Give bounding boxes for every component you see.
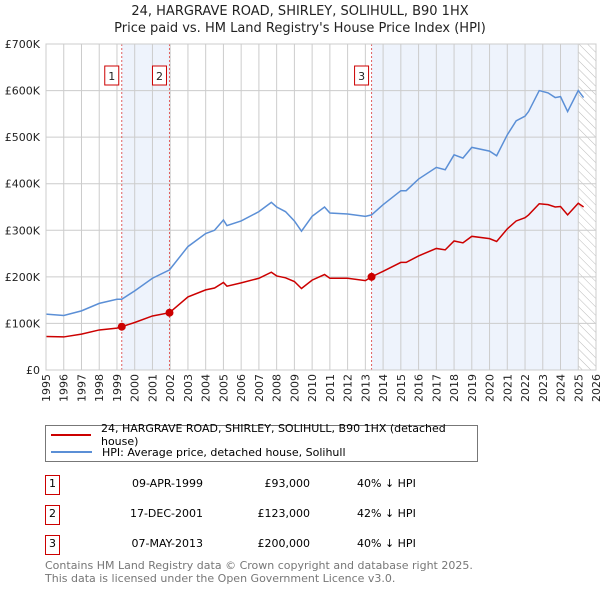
x-tick-label: 2012 (342, 374, 355, 402)
footer-licence: This data is licensed under the Open Gov… (45, 572, 396, 585)
series-line (45, 89, 585, 317)
x-tick-label: 2018 (448, 374, 461, 402)
sale-label-box (104, 65, 120, 86)
x-tick-label: 2014 (377, 374, 390, 402)
y-tick-label: £200K (5, 271, 41, 284)
x-tick-label: 2024 (555, 374, 568, 402)
sale-price: £200,000 (257, 537, 311, 550)
legend-item-property: 24, HARGRAVE ROAD, SHIRLEY, SOLIHULL, B9… (46, 422, 477, 448)
x-tick-label: 2001 (146, 374, 159, 402)
x-tick-label: 2007 (253, 374, 266, 402)
x-tick-label: 2023 (537, 374, 550, 402)
sale-point (165, 308, 174, 317)
sale-marker-badge: 1 (45, 475, 60, 495)
sale-label-box (151, 65, 167, 86)
sale-label-box (354, 65, 370, 86)
sale-price: £93,000 (264, 477, 311, 490)
sale-label: 3 (358, 70, 365, 83)
forecast-hatch (578, 44, 596, 370)
sale-row: 3 07-MAY-2013 £200,000 40% ↓ HPI (45, 535, 465, 555)
x-tick-label: 2011 (324, 374, 337, 402)
sale-hpi-diff: 42% ↓ HPI (357, 507, 416, 520)
legend-swatch-blue (51, 451, 92, 453)
x-tick-label: 2008 (271, 374, 284, 402)
x-tick-label: 2021 (501, 374, 514, 402)
x-tick-label: 1996 (58, 374, 71, 402)
x-tick-label: 1997 (75, 374, 88, 402)
x-tick-label: 2004 (200, 374, 213, 402)
y-tick-label: £500K (5, 131, 41, 144)
sale-marker-badge: 3 (45, 535, 60, 555)
y-tick-label: £400K (5, 178, 41, 191)
legend-label: 24, HARGRAVE ROAD, SHIRLEY, SOLIHULL, B9… (100, 422, 446, 448)
x-tick-label: 2025 (572, 374, 585, 402)
x-tick-label: 2019 (466, 374, 479, 402)
legend-item-hpi: HPI: Average price, detached house, Soli… (46, 444, 346, 460)
x-tick-label: 2022 (519, 374, 532, 402)
x-tick-label: 2017 (430, 374, 443, 402)
sale-point (367, 272, 376, 281)
sale-label: 2 (156, 70, 163, 83)
sale-date: 07-MAY-2013 (131, 537, 203, 550)
x-tick-label: 1999 (111, 374, 124, 402)
x-tick-label: 2006 (235, 374, 248, 402)
y-tick-label: £100K (5, 317, 41, 330)
shaded-range (121, 44, 170, 370)
sale-row: 2 17-DEC-2001 £123,000 42% ↓ HPI (45, 505, 465, 525)
y-tick-label: £700K (5, 38, 41, 51)
x-tick-label: 2000 (129, 374, 142, 402)
legend-swatch-red (51, 434, 91, 436)
y-tick-label: £0 (26, 364, 40, 377)
footer-copyright: Contains HM Land Registry data © Crown c… (45, 559, 473, 572)
sale-marker-badge: 2 (45, 505, 60, 525)
x-tick-label: 2002 (164, 374, 177, 402)
sale-point (117, 322, 126, 331)
x-tick-label: 2020 (484, 374, 497, 402)
sale-date: 09-APR-1999 (131, 477, 203, 490)
sale-row: 1 09-APR-1999 £93,000 40% ↓ HPI (45, 475, 465, 495)
x-tick-label: 2009 (288, 374, 301, 402)
x-tick-label: 2015 (395, 374, 408, 402)
legend-label: HPI: Average price, detached house, Soli… (102, 445, 346, 459)
y-tick-label: £300K (5, 224, 41, 237)
chart-title: 24, HARGRAVE ROAD, SHIRLEY, SOLIHULL, B9… (131, 4, 469, 19)
chart-subtitle: Price paid vs. HM Land Registry's House … (114, 21, 486, 36)
x-tick-label: 2003 (182, 374, 195, 402)
x-tick-label: 1995 (40, 374, 53, 402)
sale-price: £123,000 (257, 507, 311, 520)
price-chart: 1995 1996 1997 1998 1999 2000 2001 2002 2003 2004… (5, 38, 600, 402)
sale-hpi-diff: 40% ↓ HPI (357, 537, 416, 550)
legend: 24, HARGRAVE ROAD, SHIRLEY, SOLIHULL, B9… (45, 422, 478, 462)
sale-label: 1 (108, 70, 115, 83)
x-tick-label: 2013 (359, 374, 372, 402)
shaded-range (371, 44, 579, 370)
sale-hpi-diff: 40% ↓ HPI (357, 477, 416, 490)
x-tick-label: 2005 (217, 374, 230, 402)
plot-frame (45, 43, 597, 371)
x-tick-label: 2026 (590, 374, 600, 402)
y-tick-label: £600K (5, 85, 41, 98)
sale-date: 17-DEC-2001 (129, 507, 203, 520)
x-tick-label: 2010 (306, 374, 319, 402)
x-tick-label: 1998 (93, 374, 106, 402)
x-tick-label: 2016 (413, 374, 426, 402)
